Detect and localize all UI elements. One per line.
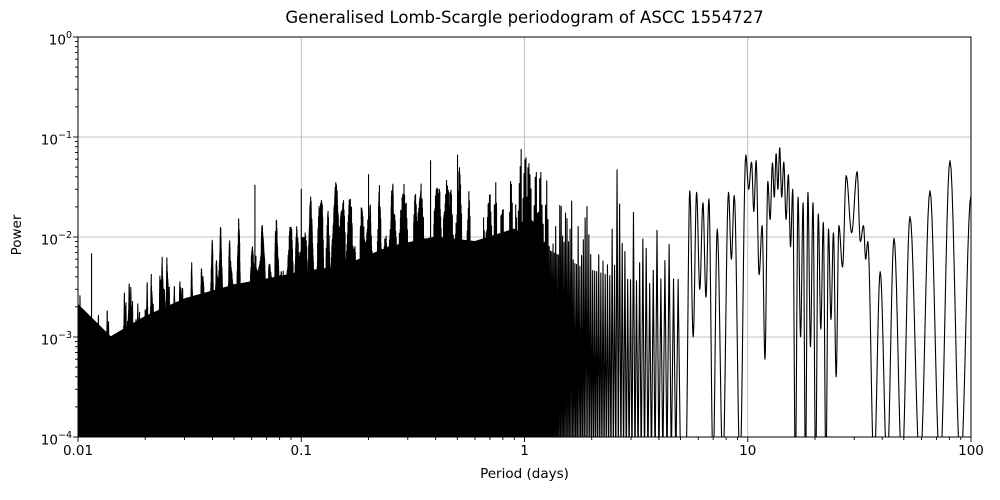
y-tick-label: 10−2 bbox=[40, 230, 72, 249]
x-tick-label: 10 bbox=[739, 443, 757, 459]
y-tick-label: 10−4 bbox=[40, 430, 72, 449]
x-tick-label: 1 bbox=[520, 443, 529, 459]
y-tick-label: 10−1 bbox=[40, 130, 72, 149]
x-tick-label: 0.01 bbox=[62, 443, 94, 459]
chart-title: Generalised Lomb-Scargle periodogram of … bbox=[285, 8, 764, 27]
x-axis-label: Period (days) bbox=[480, 466, 569, 482]
x-tick-label: 0.1 bbox=[290, 443, 312, 459]
y-tick-label: 10−3 bbox=[40, 330, 72, 349]
x-tick-label: 100 bbox=[958, 443, 984, 459]
y-tick-label: 100 bbox=[48, 30, 72, 49]
